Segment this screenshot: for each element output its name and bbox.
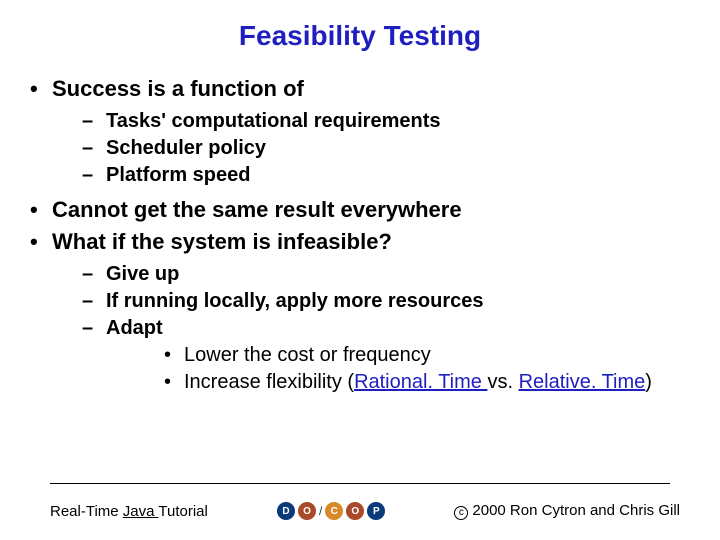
text-fragment: Increase flexibility ( (184, 371, 354, 393)
footer-left: Real-Time Java Tutorial (50, 503, 208, 520)
badge-icon: O (298, 502, 316, 520)
sub-item-text: Adapt (106, 317, 163, 339)
footer-divider (50, 483, 670, 484)
logo-badges: D O / C O P (277, 502, 385, 520)
copyright-text: 2000 Ron Cytron and Chris Gill (472, 502, 680, 519)
badge-icon: C (325, 502, 343, 520)
text-fragment: vs. (487, 371, 518, 393)
sub-item: Scheduler policy (52, 137, 690, 160)
sub-item: If running locally, apply more resources (52, 290, 690, 313)
bullet-text: Success is a function of (52, 76, 304, 101)
sub-item: Give up (52, 263, 690, 286)
footer-text: Real-Time (50, 503, 123, 520)
bullet-item: Success is a function of Tasks' computat… (30, 76, 690, 187)
subsub-item: Increase flexibility (Rational. Time vs.… (106, 371, 690, 394)
footer-copyright: c 2000 Ron Cytron and Chris Gill (454, 502, 680, 520)
sub-item: Platform speed (52, 164, 690, 187)
footer-text: Tutorial (158, 503, 207, 520)
link-rational-time[interactable]: Rational. Time (354, 371, 487, 393)
sub-list: Give up If running locally, apply more r… (52, 263, 690, 394)
link-relative-time[interactable]: Relative. Time (519, 371, 646, 393)
footer: Real-Time Java Tutorial D O / C O P c 200… (50, 502, 680, 520)
bullet-text: What if the system is infeasible? (52, 229, 392, 254)
copyright-icon: c (454, 506, 468, 520)
footer-link-java[interactable]: Java (123, 503, 159, 520)
text-fragment: ) (645, 371, 652, 393)
slide-title: Feasibility Testing (30, 20, 690, 52)
badge-separator: / (319, 504, 322, 518)
subsub-list: Lower the cost or frequency Increase fle… (106, 344, 690, 394)
bullet-item: Cannot get the same result everywhere (30, 197, 690, 223)
badge-icon: O (346, 502, 364, 520)
sub-item: Adapt Lower the cost or frequency Increa… (52, 317, 690, 394)
subsub-item: Lower the cost or frequency (106, 344, 690, 367)
sub-list: Tasks' computational requirements Schedu… (52, 110, 690, 187)
badge-icon: D (277, 502, 295, 520)
sub-item: Tasks' computational requirements (52, 110, 690, 133)
bullet-list: Success is a function of Tasks' computat… (30, 76, 690, 394)
bullet-item: What if the system is infeasible? Give u… (30, 229, 690, 394)
badge-icon: P (367, 502, 385, 520)
